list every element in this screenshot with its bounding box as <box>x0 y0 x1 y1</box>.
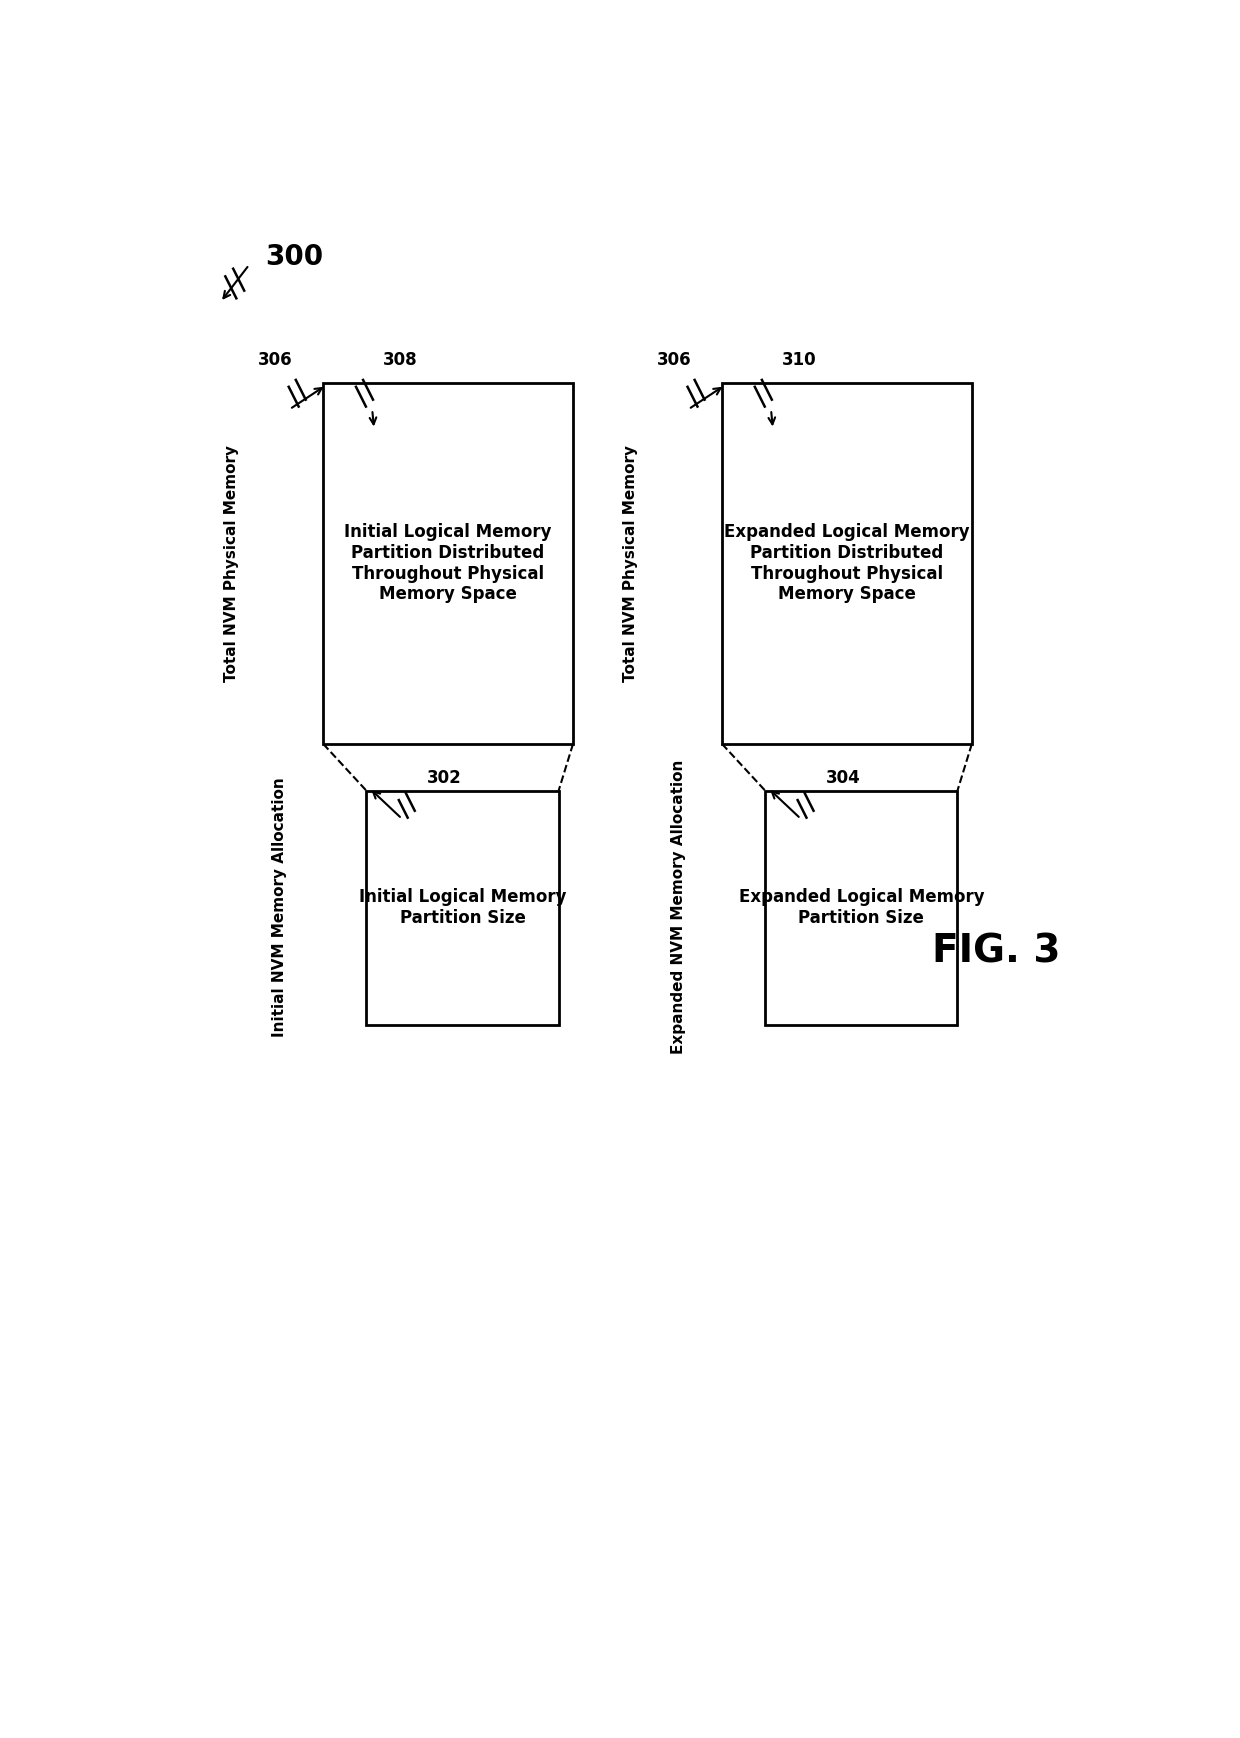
Bar <box>367 791 558 1025</box>
Bar <box>722 382 972 744</box>
Text: Total NVM Physical Memory: Total NVM Physical Memory <box>224 445 239 681</box>
Text: Total NVM Physical Memory: Total NVM Physical Memory <box>624 445 639 681</box>
Text: 302: 302 <box>427 768 461 787</box>
Text: Initial Logical Memory
Partition Size: Initial Logical Memory Partition Size <box>358 888 567 926</box>
Text: Initial NVM Memory Allocation: Initial NVM Memory Allocation <box>273 777 288 1038</box>
Text: Expanded Logical Memory
Partition Size: Expanded Logical Memory Partition Size <box>739 888 985 926</box>
Text: Initial Logical Memory
Partition Distributed
Throughout Physical
Memory Space: Initial Logical Memory Partition Distrib… <box>345 523 552 603</box>
Text: 310: 310 <box>781 351 816 368</box>
Bar <box>765 791 957 1025</box>
Text: 304: 304 <box>826 768 861 787</box>
Text: Expanded Logical Memory
Partition Distributed
Throughout Physical
Memory Space: Expanded Logical Memory Partition Distri… <box>724 523 970 603</box>
Text: 308: 308 <box>383 351 418 368</box>
Bar <box>324 382 573 744</box>
Text: 300: 300 <box>265 243 324 271</box>
Text: FIG. 3: FIG. 3 <box>931 932 1060 970</box>
Text: Expanded NVM Memory Allocation: Expanded NVM Memory Allocation <box>671 760 686 1055</box>
Text: 306: 306 <box>258 351 293 368</box>
Text: 306: 306 <box>657 351 691 368</box>
